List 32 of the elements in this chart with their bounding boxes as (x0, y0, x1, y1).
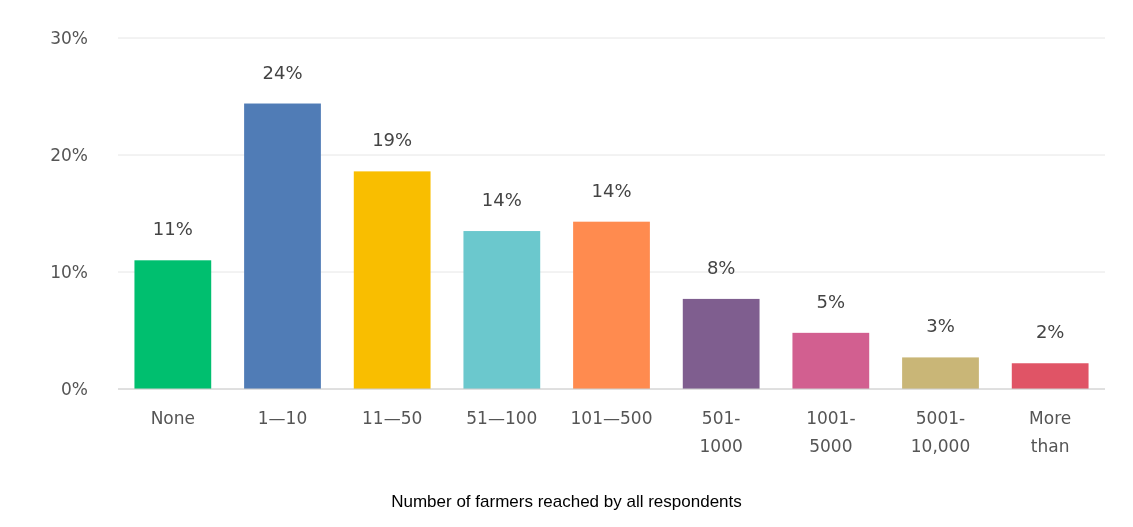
data-label: 14% (591, 179, 632, 201)
bar (353, 171, 431, 389)
bar (573, 221, 650, 389)
x-tick-label: 5001-10,000 (910, 408, 971, 456)
y-tick-label: 20% (50, 144, 88, 165)
x-axis-title: Number of farmers reached by all respondents (391, 492, 742, 511)
data-label: 19% (372, 129, 413, 151)
data-label: 2% (1035, 321, 1065, 343)
x-tick-label: 101—500 (570, 408, 653, 428)
bar (792, 332, 870, 389)
data-label: 11% (152, 218, 193, 240)
bar (244, 103, 321, 389)
x-tick-label: 51—100 (466, 408, 538, 428)
bar (902, 357, 979, 389)
data-label: 24% (262, 61, 303, 83)
x-tick-label: None (150, 408, 196, 428)
data-label: 14% (481, 189, 522, 211)
x-tick-label: More than (1029, 408, 1072, 456)
bar (682, 298, 760, 389)
data-label: 5% (816, 290, 846, 312)
x-tick-label: 11—50 (362, 408, 423, 428)
bar (1011, 363, 1089, 389)
x-tick-label: 1001-5000 (806, 408, 856, 456)
bar (134, 260, 212, 389)
bar (463, 231, 541, 389)
y-tick-label: 0% (61, 378, 88, 399)
data-label: 3% (926, 315, 955, 337)
x-tick-label: 1—10 (257, 408, 308, 428)
y-tick-label: 10% (50, 261, 88, 282)
x-tick-label: 501-1000 (699, 408, 743, 456)
y-tick-label: 30% (50, 27, 88, 48)
data-label: 8% (706, 256, 736, 278)
